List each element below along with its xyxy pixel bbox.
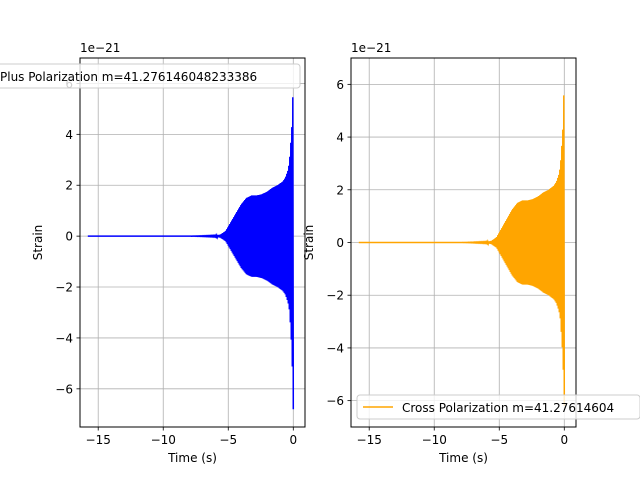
x-axis-label: Time (s) bbox=[438, 451, 488, 465]
x-tick-label: −15 bbox=[86, 433, 111, 447]
x-tick-label: −5 bbox=[219, 433, 237, 447]
x-tick-label: −10 bbox=[422, 433, 447, 447]
y-tick-label: −6 bbox=[326, 394, 344, 408]
legend: Cross Polarization m=41.27614604 bbox=[356, 394, 640, 420]
x-tick-label: −10 bbox=[151, 433, 176, 447]
y-tick-label: 4 bbox=[336, 131, 344, 145]
y-tick-label: 6 bbox=[336, 78, 344, 92]
series-line bbox=[358, 95, 566, 406]
y-tick-label: 2 bbox=[336, 183, 344, 197]
y-tick-label: −4 bbox=[326, 341, 344, 355]
x-axis-label: Time (s) bbox=[167, 451, 217, 465]
legend-entry: Plus Polarization m=41.276146048233386 bbox=[0, 70, 257, 84]
y-offset-label: 1e−21 bbox=[351, 41, 391, 55]
legend-box bbox=[356, 394, 640, 420]
y-offset-label: 1e−21 bbox=[80, 41, 120, 55]
plot-cross-polarization: −15 −10 −5 0 −6 −4 −2 0 2 4 6 Time (s) Strain 1e−… bbox=[302, 41, 640, 465]
legend: Plus Polarization m=41.276146048233386 bbox=[0, 63, 301, 89]
legend-box bbox=[0, 63, 301, 89]
y-tick-label: 0 bbox=[336, 236, 344, 250]
x-tick-label: −5 bbox=[490, 433, 508, 447]
y-tick-label: −2 bbox=[55, 281, 73, 295]
legend-entry: Cross Polarization m=41.27614604 bbox=[402, 401, 614, 415]
y-tick-label: −2 bbox=[326, 289, 344, 303]
y-tick-label: −6 bbox=[55, 382, 73, 396]
y-tick-label: 2 bbox=[65, 179, 73, 193]
series-line bbox=[87, 97, 295, 410]
y-tick-label: 0 bbox=[65, 230, 73, 244]
axes-frame bbox=[79, 57, 306, 428]
y-tick-label: −4 bbox=[55, 331, 73, 345]
y-tick-label: 4 bbox=[65, 128, 73, 142]
x-tick-label: 0 bbox=[560, 433, 568, 447]
y-axis-label: Strain bbox=[302, 225, 316, 261]
x-tick-label: −15 bbox=[357, 433, 382, 447]
x-tick-label: 0 bbox=[289, 433, 297, 447]
y-axis-label: Strain bbox=[31, 225, 45, 261]
